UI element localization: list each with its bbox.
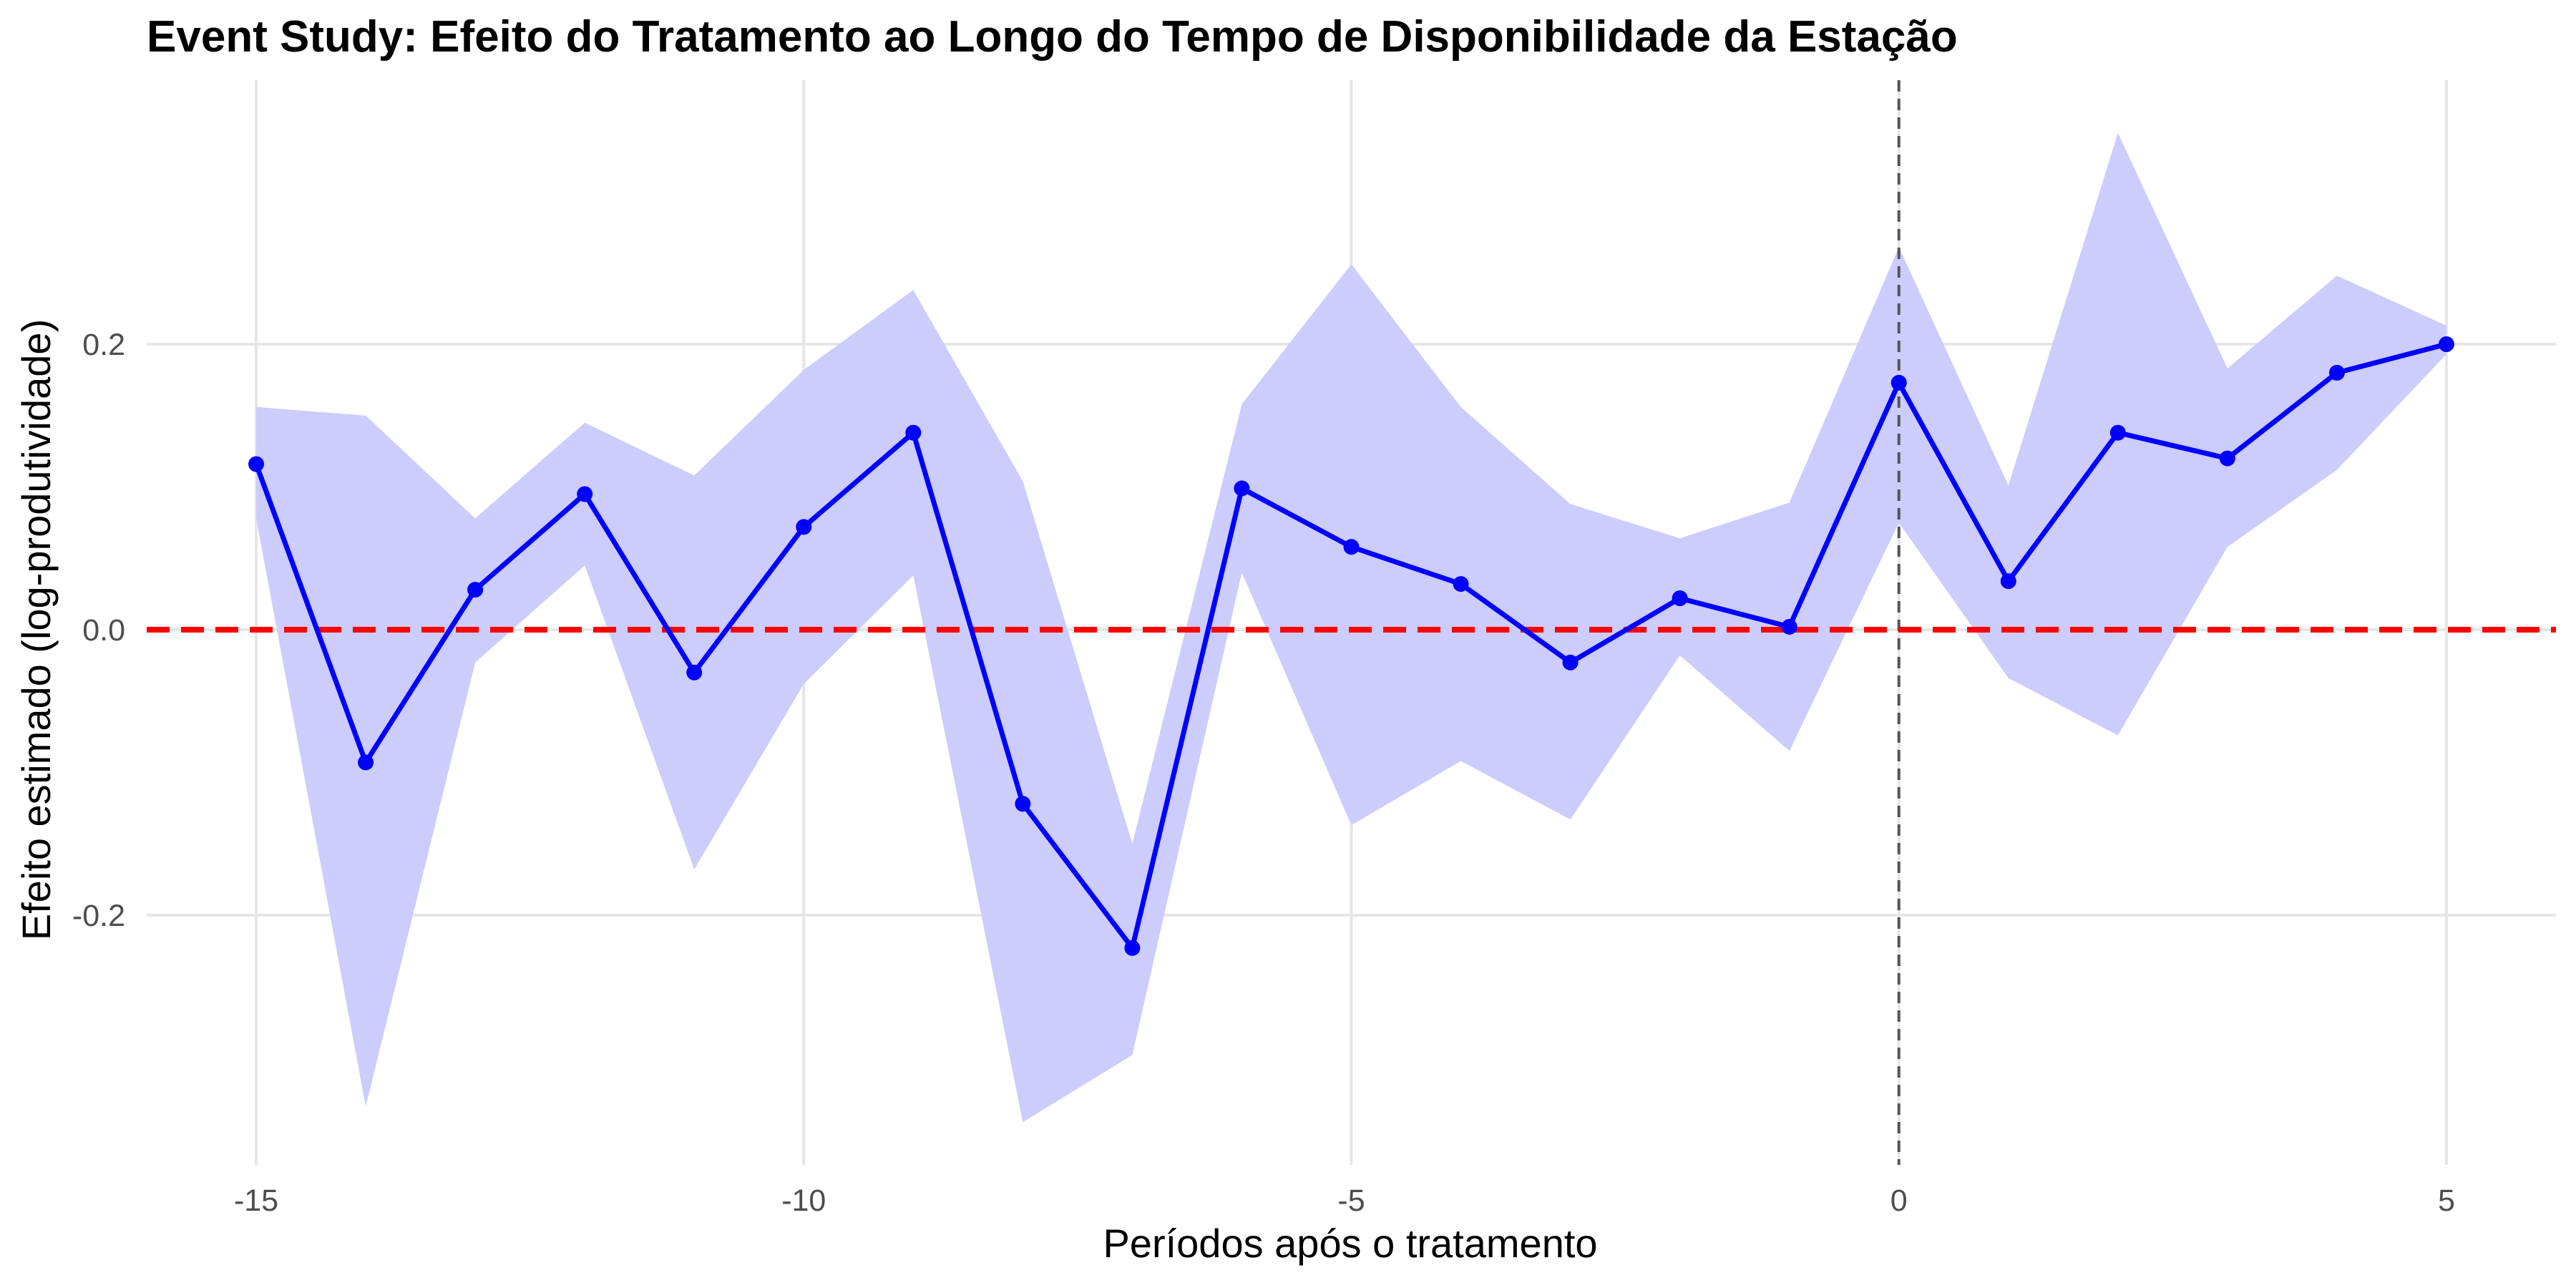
estimate-point — [2219, 450, 2235, 467]
estimate-point — [2438, 336, 2454, 353]
x-tick-label: 0 — [1890, 1184, 1908, 1218]
estimate-point — [248, 456, 265, 472]
chart-title: Event Study: Efeito do Tratamento ao Lon… — [147, 12, 1958, 62]
x-tick-label: -5 — [1337, 1184, 1365, 1218]
estimate-point — [467, 582, 484, 598]
estimate-point — [1343, 539, 1360, 555]
axis-ticks: -15 -10 -5 0 5 -0.2 0.0 0.2 — [72, 328, 2455, 1218]
x-tick-label: -15 — [234, 1184, 278, 1218]
y-tick-label: -0.2 — [72, 899, 125, 933]
estimate-point — [796, 519, 812, 535]
estimate-point — [2000, 573, 2016, 590]
estimate-point — [1015, 796, 1031, 812]
y-tick-label: 0.0 — [82, 613, 125, 648]
estimate-point — [1672, 590, 1688, 607]
estimate-point — [1562, 654, 1579, 670]
y-tick-label: 0.2 — [82, 328, 125, 362]
estimate-point — [1890, 374, 1907, 391]
x-tick-label: 5 — [2438, 1184, 2455, 1218]
estimate-series — [248, 336, 2454, 956]
estimate-point — [2109, 424, 2126, 441]
estimate-point — [1234, 480, 1250, 497]
estimate-point — [905, 424, 922, 441]
x-axis-title: Períodos após o tratamento — [1103, 1221, 1597, 1266]
estimate-point — [1453, 576, 1469, 592]
estimate-point — [358, 754, 374, 771]
x-tick-label: -10 — [781, 1184, 826, 1218]
estimate-point — [577, 486, 593, 502]
y-axis-title: Efeito estimado (log-produtividade) — [14, 319, 59, 940]
estimate-point — [686, 664, 703, 680]
estimate-point — [1781, 618, 1797, 635]
estimate-point — [1124, 940, 1141, 956]
reference-lines — [147, 80, 2556, 1165]
estimate-point — [2328, 364, 2345, 381]
